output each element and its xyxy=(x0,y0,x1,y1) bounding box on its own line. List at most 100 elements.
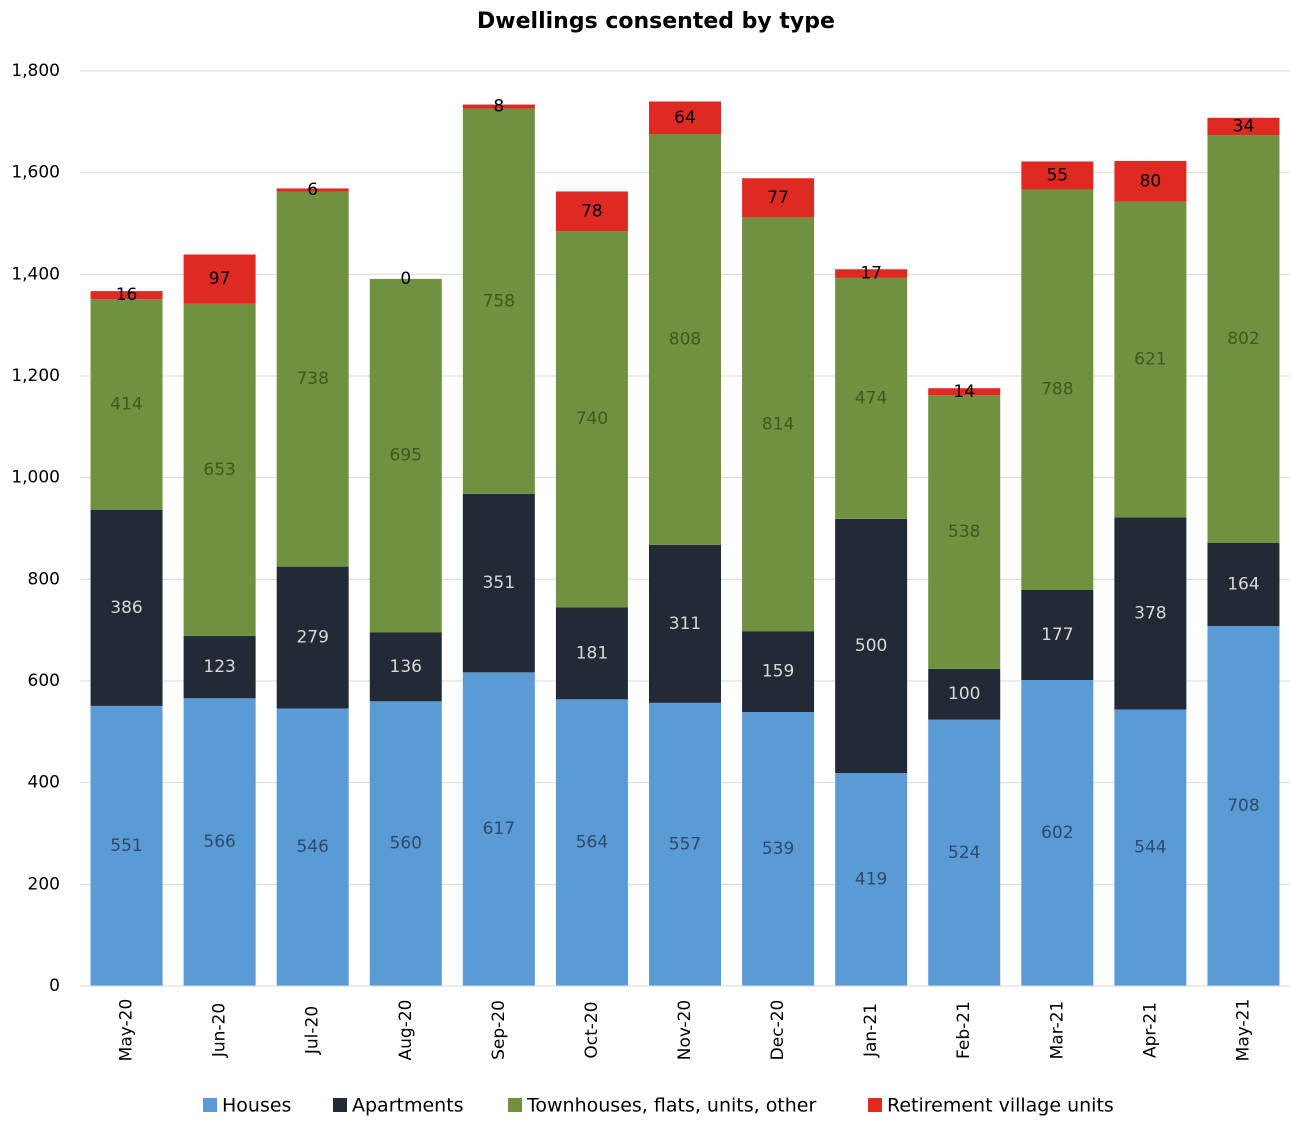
data-label: 560 xyxy=(390,834,422,854)
data-label: 602 xyxy=(1041,823,1073,843)
bar-segment xyxy=(928,395,1001,669)
bar-segment xyxy=(183,698,256,986)
data-label: 564 xyxy=(576,833,608,853)
bar-segment xyxy=(555,231,628,608)
x-tick-label: Sep-20 xyxy=(489,1000,509,1060)
bar-segment xyxy=(1114,709,1187,986)
data-label: 16 xyxy=(116,285,138,305)
x-tick-label: Nov-20 xyxy=(675,1000,695,1061)
bar-segment xyxy=(90,291,163,300)
x-tick-label: May-21 xyxy=(1233,999,1253,1062)
bar-segment xyxy=(649,134,721,545)
bar-segment xyxy=(369,701,442,986)
data-label: 617 xyxy=(483,819,515,839)
data-label: 100 xyxy=(948,684,980,704)
bar-segment xyxy=(276,708,349,986)
chart-title: Dwellings consented by type xyxy=(477,9,835,34)
x-tick-label: Oct-20 xyxy=(582,1001,602,1058)
bar-segment xyxy=(742,217,815,632)
data-label: 544 xyxy=(1134,838,1166,858)
bar-segment xyxy=(276,188,349,192)
x-tick-label: Mar-21 xyxy=(1047,1001,1067,1060)
bar-segment xyxy=(649,101,721,135)
x-tick-label: Dec-20 xyxy=(768,1000,788,1061)
legend-label: Retirement village units xyxy=(887,1095,1114,1117)
bar-segment xyxy=(928,668,1001,720)
bar-segment xyxy=(1207,626,1280,986)
x-tick-label: Jul-20 xyxy=(303,1006,323,1055)
bar-segment xyxy=(835,277,908,519)
bar-segment xyxy=(1207,542,1280,627)
bar-segment xyxy=(928,719,1001,986)
bar-segment xyxy=(555,699,628,986)
bar-segment xyxy=(276,191,349,567)
bar-segment xyxy=(183,303,256,636)
data-label: 80 xyxy=(1140,171,1162,191)
bar-segment xyxy=(649,702,721,986)
data-label: 740 xyxy=(576,409,608,429)
data-label: 8 xyxy=(493,97,504,117)
data-label: 524 xyxy=(948,843,980,863)
data-label: 6 xyxy=(307,180,318,200)
legend-swatch xyxy=(333,1098,347,1112)
data-label: 566 xyxy=(203,832,235,852)
bar-segment xyxy=(1021,679,1094,986)
data-label: 551 xyxy=(110,836,142,856)
x-tick-label: Jan-21 xyxy=(861,1003,881,1058)
x-tick-label: Aug-20 xyxy=(396,1000,416,1061)
data-label: 802 xyxy=(1227,329,1259,349)
y-tick-label: 1,600 xyxy=(11,163,60,183)
bar-segment xyxy=(835,269,908,278)
data-label: 55 xyxy=(1046,165,1068,185)
bar-segment xyxy=(462,104,535,109)
bar-segment xyxy=(1021,189,1094,591)
bar-segment xyxy=(183,254,256,304)
legend-label: Houses xyxy=(222,1095,291,1117)
data-label: 97 xyxy=(209,269,231,289)
data-label: 653 xyxy=(203,460,235,480)
data-label: 0 xyxy=(400,269,411,289)
data-label: 386 xyxy=(110,598,142,618)
y-tick-label: 1,400 xyxy=(11,264,60,284)
legend-swatch xyxy=(203,1098,217,1112)
data-label: 78 xyxy=(581,201,603,221)
bar-segment xyxy=(835,518,908,774)
data-label: 164 xyxy=(1227,574,1259,594)
bar-segment xyxy=(90,299,163,510)
x-tick-label: Jun-20 xyxy=(210,1003,230,1058)
data-label: 708 xyxy=(1227,796,1259,816)
data-label: 814 xyxy=(762,414,794,434)
y-tick-label: 800 xyxy=(28,569,60,589)
data-label: 546 xyxy=(296,837,328,857)
data-label: 279 xyxy=(296,628,328,648)
bar-segment xyxy=(742,712,815,986)
data-label: 695 xyxy=(390,446,422,466)
bar-segment xyxy=(369,632,442,702)
data-label: 351 xyxy=(483,573,515,593)
data-label: 311 xyxy=(669,614,701,634)
data-label: 808 xyxy=(669,329,701,349)
data-label: 136 xyxy=(390,657,422,677)
bar-segment xyxy=(555,191,628,232)
data-label: 159 xyxy=(762,662,794,682)
y-tick-label: 1,000 xyxy=(11,468,60,488)
data-label: 177 xyxy=(1041,625,1073,645)
bar-segment xyxy=(183,635,256,699)
y-tick-label: 600 xyxy=(28,671,60,691)
x-tick-label: May-20 xyxy=(117,999,137,1062)
data-label: 788 xyxy=(1041,380,1073,400)
data-label: 34 xyxy=(1233,116,1255,136)
data-label: 621 xyxy=(1134,349,1166,369)
y-tick-label: 400 xyxy=(28,773,60,793)
data-label: 539 xyxy=(762,839,794,859)
y-tick-label: 0 xyxy=(49,976,60,996)
x-tick-label: Apr-21 xyxy=(1140,1002,1160,1058)
data-label: 181 xyxy=(576,643,608,663)
bar-segment xyxy=(1207,135,1280,543)
legend-swatch xyxy=(508,1098,522,1112)
bar-segment xyxy=(1114,160,1187,202)
y-tick-label: 200 xyxy=(28,874,60,894)
data-label: 64 xyxy=(674,108,696,128)
data-label: 557 xyxy=(669,834,701,854)
